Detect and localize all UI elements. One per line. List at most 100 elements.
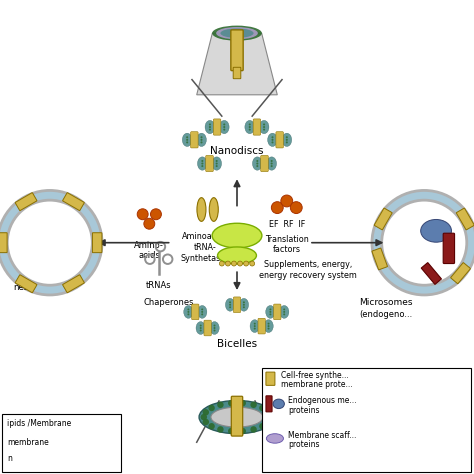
FancyBboxPatch shape — [261, 155, 268, 172]
Ellipse shape — [268, 133, 277, 146]
Text: proteins: proteins — [288, 406, 319, 414]
Text: membrane: membrane — [7, 438, 49, 447]
Circle shape — [223, 123, 225, 126]
FancyBboxPatch shape — [231, 396, 243, 436]
Ellipse shape — [218, 247, 256, 264]
FancyBboxPatch shape — [451, 263, 470, 283]
Circle shape — [186, 139, 188, 141]
FancyBboxPatch shape — [231, 30, 243, 71]
Circle shape — [269, 311, 272, 313]
FancyBboxPatch shape — [2, 414, 121, 472]
Circle shape — [290, 202, 302, 213]
Circle shape — [217, 401, 224, 408]
FancyBboxPatch shape — [92, 233, 102, 253]
Circle shape — [213, 325, 216, 327]
FancyBboxPatch shape — [456, 208, 474, 230]
FancyBboxPatch shape — [258, 318, 265, 334]
Circle shape — [272, 139, 273, 141]
Circle shape — [286, 139, 288, 141]
Circle shape — [243, 306, 245, 308]
Circle shape — [271, 163, 273, 164]
Circle shape — [267, 414, 273, 420]
FancyBboxPatch shape — [15, 193, 37, 210]
Circle shape — [271, 165, 273, 167]
Circle shape — [229, 304, 231, 306]
Circle shape — [283, 311, 285, 313]
Circle shape — [267, 328, 270, 329]
FancyBboxPatch shape — [233, 67, 241, 79]
Text: Nanodiscs: Nanodiscs — [210, 146, 264, 156]
Text: Bicelles: Bicelles — [217, 339, 257, 349]
Circle shape — [272, 141, 273, 144]
Circle shape — [239, 428, 246, 434]
Circle shape — [256, 160, 258, 162]
Circle shape — [137, 209, 148, 220]
Circle shape — [151, 209, 162, 220]
Text: ipids /Membrane: ipids /Membrane — [7, 419, 72, 428]
FancyBboxPatch shape — [372, 248, 387, 270]
FancyBboxPatch shape — [443, 233, 455, 264]
Circle shape — [213, 327, 216, 329]
FancyBboxPatch shape — [262, 368, 471, 472]
Circle shape — [202, 419, 209, 425]
Circle shape — [254, 325, 256, 327]
Circle shape — [231, 261, 237, 266]
Circle shape — [187, 309, 190, 310]
Circle shape — [286, 141, 288, 144]
FancyBboxPatch shape — [191, 304, 199, 320]
Ellipse shape — [212, 223, 262, 248]
Circle shape — [228, 400, 235, 406]
Circle shape — [267, 325, 270, 327]
Circle shape — [269, 313, 272, 315]
Circle shape — [243, 304, 245, 306]
Circle shape — [209, 423, 215, 429]
Text: Translation
factors: Translation factors — [265, 235, 309, 254]
Circle shape — [201, 160, 203, 162]
Circle shape — [249, 123, 251, 126]
Circle shape — [186, 136, 188, 138]
FancyBboxPatch shape — [0, 233, 7, 253]
FancyBboxPatch shape — [63, 193, 84, 210]
Text: Supplements, energy,
energy recovery system: Supplements, energy, energy recovery sys… — [259, 260, 357, 280]
Text: EF  RF  IF: EF RF IF — [269, 220, 305, 229]
Text: Chaperones: Chaperones — [143, 298, 193, 307]
Ellipse shape — [267, 157, 276, 170]
Circle shape — [267, 323, 270, 325]
Circle shape — [254, 323, 256, 325]
Circle shape — [265, 409, 272, 416]
Circle shape — [259, 423, 265, 429]
Ellipse shape — [198, 157, 207, 170]
Circle shape — [281, 195, 293, 207]
Ellipse shape — [211, 407, 263, 427]
Text: Endogenous me...: Endogenous me... — [288, 396, 357, 405]
Text: nes: nes — [13, 283, 28, 292]
Ellipse shape — [197, 133, 206, 146]
Circle shape — [219, 261, 224, 266]
Circle shape — [216, 163, 218, 164]
Circle shape — [250, 261, 255, 266]
Text: tRNAs: tRNAs — [146, 281, 172, 290]
Circle shape — [201, 414, 207, 420]
Circle shape — [283, 309, 285, 310]
FancyBboxPatch shape — [213, 119, 221, 135]
Circle shape — [259, 405, 265, 411]
Circle shape — [187, 313, 190, 315]
Circle shape — [263, 123, 265, 126]
Circle shape — [223, 126, 225, 128]
Circle shape — [229, 301, 231, 303]
Circle shape — [271, 202, 283, 213]
FancyBboxPatch shape — [273, 304, 281, 320]
Ellipse shape — [266, 434, 283, 443]
Circle shape — [283, 313, 285, 315]
Polygon shape — [421, 263, 441, 284]
FancyBboxPatch shape — [266, 372, 275, 385]
Circle shape — [209, 405, 215, 411]
Circle shape — [263, 128, 265, 131]
Text: n: n — [7, 454, 12, 463]
Ellipse shape — [196, 321, 205, 335]
Circle shape — [272, 136, 273, 138]
Text: (endogeno...: (endogeno... — [360, 310, 413, 319]
Circle shape — [265, 419, 272, 425]
Circle shape — [209, 128, 211, 131]
Circle shape — [271, 160, 273, 162]
